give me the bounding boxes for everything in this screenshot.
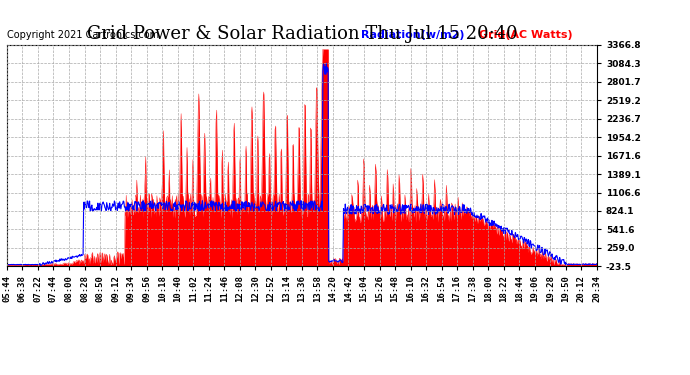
Text: Copyright 2021 Cartronics.com: Copyright 2021 Cartronics.com [7,30,159,39]
Text: Radiation(w/m2): Radiation(w/m2) [361,30,464,39]
Text: Grid(AC Watts): Grid(AC Watts) [479,30,573,39]
Title: Grid Power & Solar Radiation Thu Jul 15 20:40: Grid Power & Solar Radiation Thu Jul 15 … [86,26,518,44]
